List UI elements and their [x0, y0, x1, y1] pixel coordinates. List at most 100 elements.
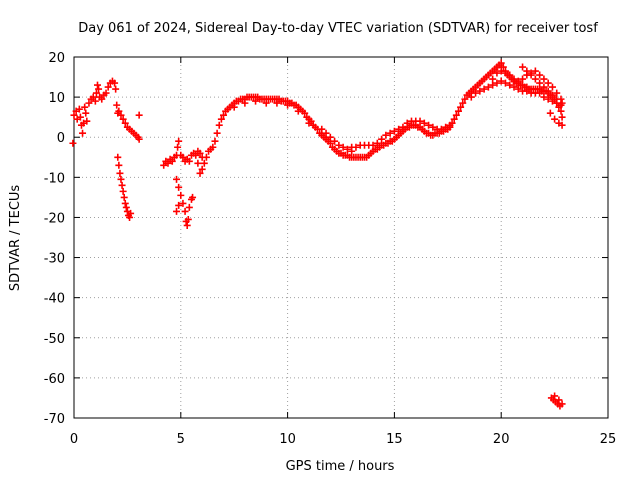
data-point	[213, 129, 221, 137]
data-point	[102, 89, 110, 97]
data-point	[497, 67, 505, 75]
data-point	[174, 143, 182, 151]
data-point	[425, 121, 433, 129]
data-point	[557, 107, 565, 115]
data-point	[211, 137, 219, 145]
data-point	[497, 77, 505, 85]
data-point	[484, 83, 492, 91]
data-point	[489, 75, 497, 83]
data-point	[196, 169, 204, 177]
data-point	[127, 209, 135, 217]
data-point	[173, 175, 181, 183]
data-point	[553, 95, 561, 103]
data-point	[273, 99, 281, 107]
y-tick-label: 10	[48, 91, 65, 106]
data-point	[519, 63, 527, 71]
x-tick-label: 0	[70, 432, 78, 447]
data-point	[164, 159, 172, 167]
data-point	[160, 161, 168, 169]
data-point	[76, 113, 84, 121]
data-point	[489, 81, 497, 89]
plot-frame	[73, 56, 609, 419]
data-point	[352, 143, 360, 151]
data-point	[252, 97, 260, 105]
data-point	[531, 67, 539, 75]
data-point	[179, 199, 187, 207]
data-point	[459, 99, 467, 107]
data-point	[194, 159, 202, 167]
y-tick-label: -70	[44, 412, 65, 427]
data-point	[523, 67, 531, 75]
data-point	[116, 169, 124, 177]
data-point	[181, 207, 189, 215]
x-tick-label: 25	[600, 432, 617, 447]
data-point	[446, 121, 454, 129]
data-point	[501, 69, 509, 77]
data-point	[523, 87, 531, 95]
data-point	[382, 131, 390, 139]
data-point	[390, 127, 398, 135]
data-point	[91, 97, 99, 105]
x-tick-label: 5	[177, 432, 185, 447]
data-point	[558, 400, 566, 408]
data-point	[69, 139, 77, 147]
data-point	[497, 59, 505, 67]
data-point	[117, 111, 125, 119]
x-tick-label: 10	[279, 432, 296, 447]
data-point	[548, 91, 556, 99]
axis-ticks	[73, 56, 609, 419]
data-point	[558, 121, 566, 129]
data-point	[403, 119, 411, 127]
data-point	[480, 85, 488, 93]
data-point	[120, 193, 128, 201]
data-point	[135, 135, 143, 143]
data-point	[135, 111, 143, 119]
data-point	[196, 149, 204, 157]
data-point	[92, 89, 100, 97]
data-point	[501, 79, 509, 87]
y-tick-label: 20	[48, 51, 65, 66]
x-tick-label: 20	[493, 432, 510, 447]
x-axis-label: GPS time / hours	[286, 459, 395, 474]
data-point	[119, 187, 127, 195]
data-point	[553, 89, 561, 97]
data-point	[220, 111, 228, 119]
data-point	[305, 119, 313, 127]
data-point	[493, 69, 501, 77]
data-point	[322, 129, 330, 137]
data-point	[185, 157, 193, 165]
data-point	[122, 203, 130, 211]
data-point	[343, 145, 351, 153]
data-point	[104, 83, 112, 91]
data-point	[416, 117, 424, 125]
data-point	[331, 137, 339, 145]
data-point	[348, 147, 356, 155]
data-point	[126, 213, 134, 221]
data-point	[546, 109, 554, 117]
data-point	[429, 123, 437, 131]
data-point	[262, 99, 270, 107]
data-point	[506, 81, 514, 89]
data-point	[461, 95, 469, 103]
data-point	[177, 191, 185, 199]
data-point	[493, 79, 501, 87]
data-point	[558, 113, 566, 121]
data-point	[75, 105, 83, 113]
data-point	[454, 107, 462, 115]
data-point	[335, 141, 343, 149]
data-point	[472, 89, 480, 97]
x-tick-labels: 0 5 10 15 20 25	[70, 432, 616, 447]
data-point	[119, 115, 127, 123]
data-point	[294, 107, 302, 115]
data-point	[301, 109, 309, 117]
data-point	[399, 123, 407, 131]
data-point	[117, 175, 125, 183]
y-tick-label: 0	[57, 131, 65, 146]
data-point	[506, 71, 514, 79]
data-point	[173, 207, 181, 215]
data-point	[111, 79, 119, 87]
data-point	[192, 151, 200, 159]
data-point	[115, 107, 123, 115]
data-point	[452, 111, 460, 119]
data-points	[69, 59, 566, 410]
